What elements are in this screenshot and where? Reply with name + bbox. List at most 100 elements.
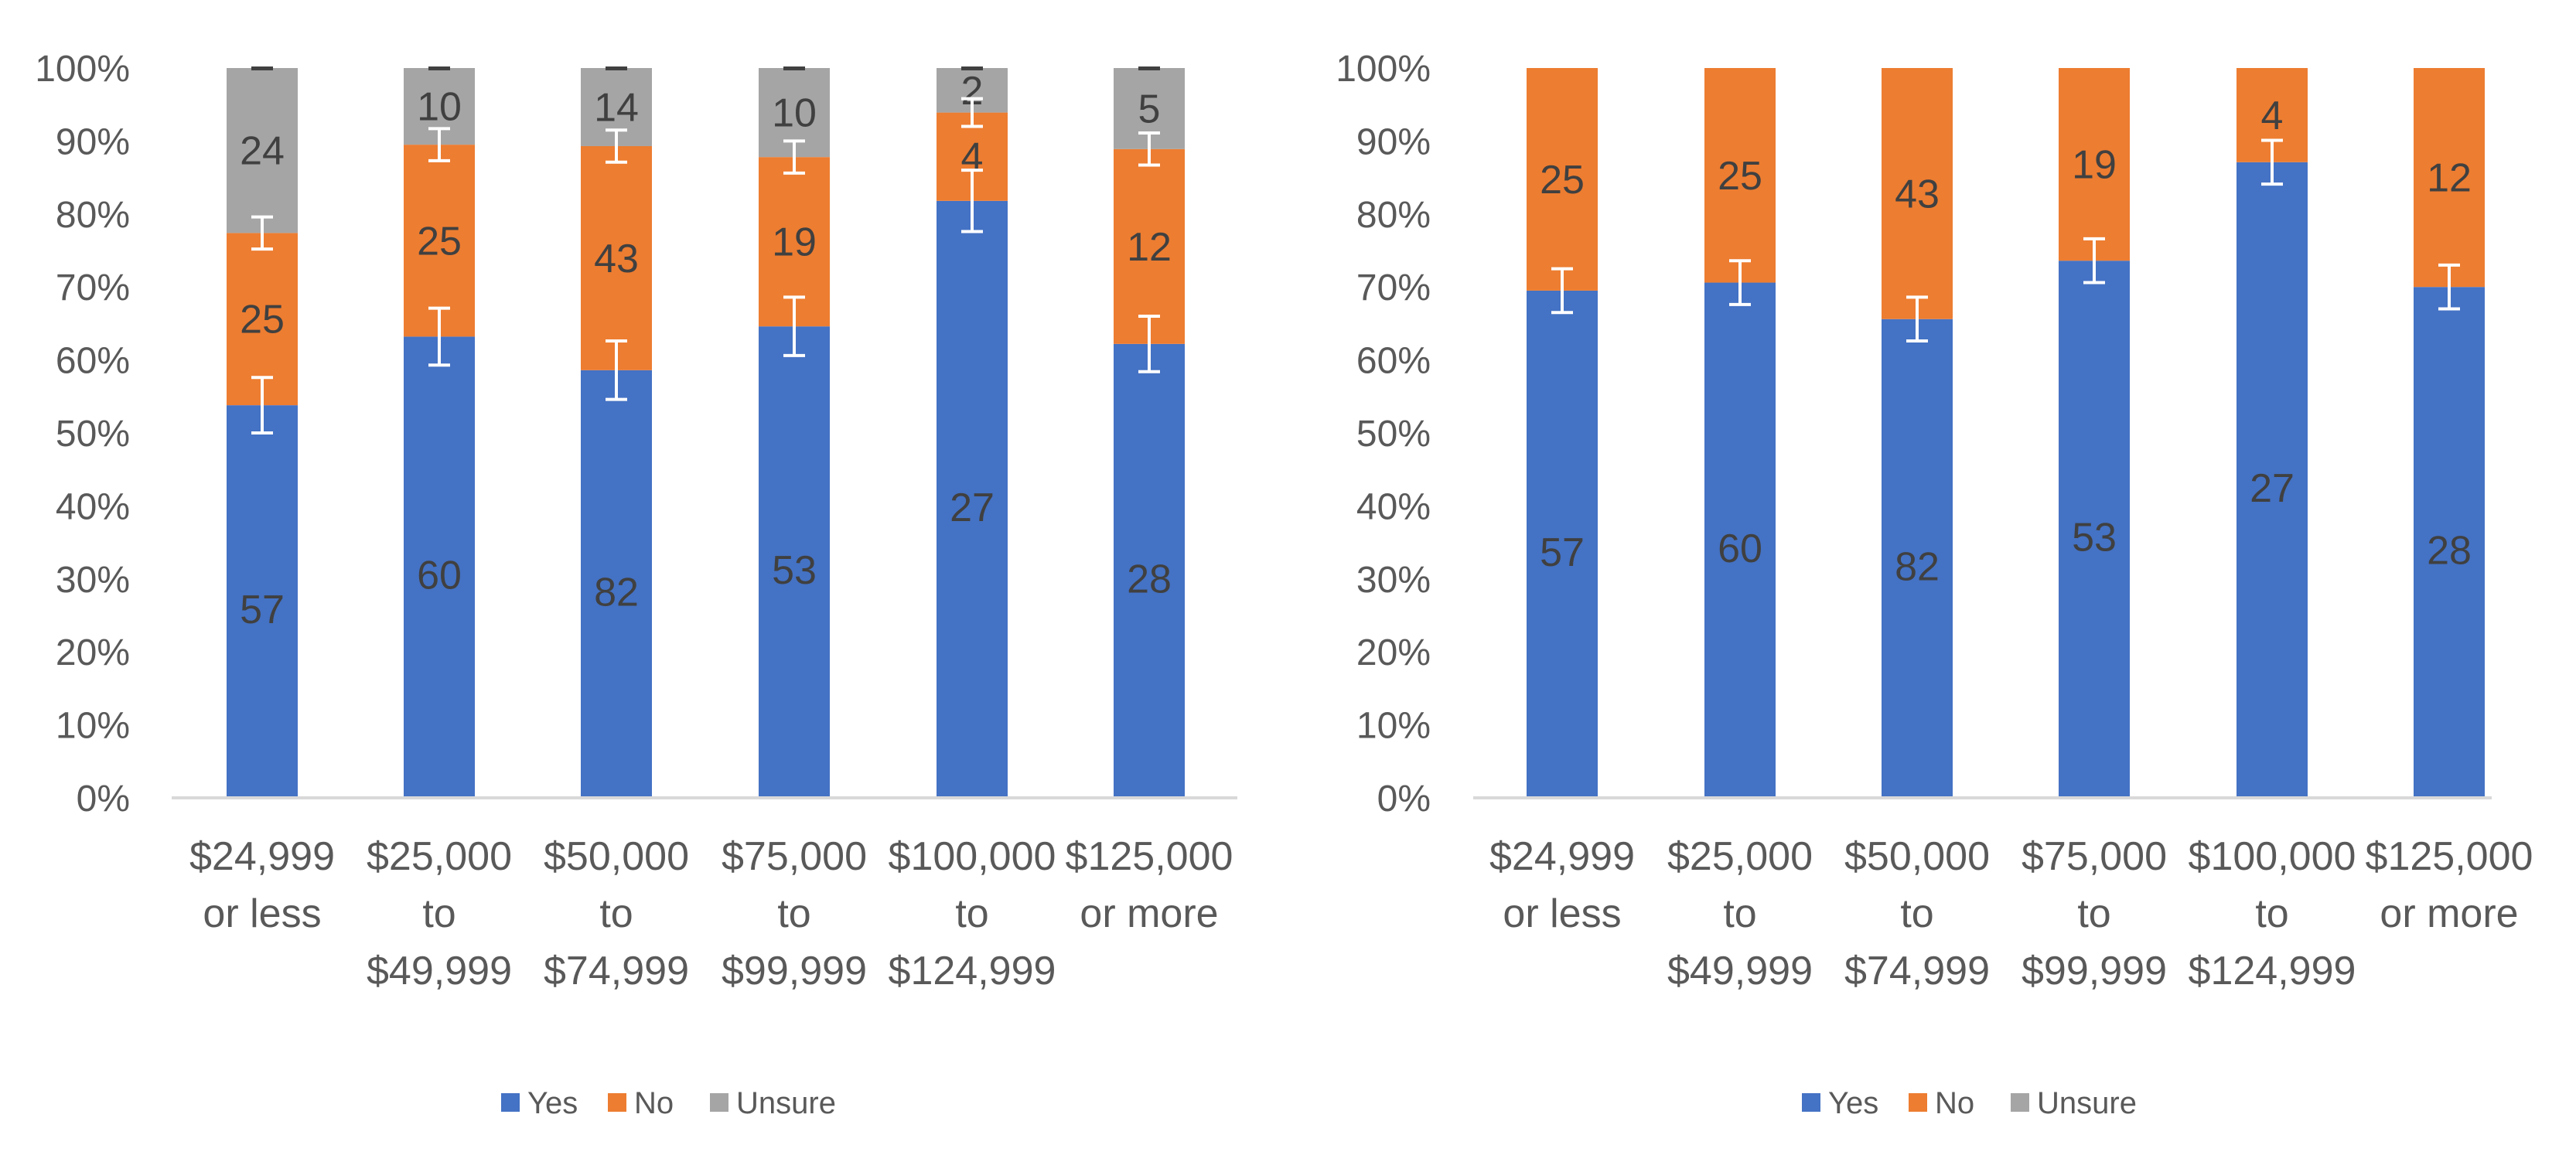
- data-label-yes: 57: [240, 588, 285, 632]
- bar-no: [2414, 68, 2485, 288]
- category-label: $75,000: [722, 834, 867, 879]
- y-tick-label: 50%: [1356, 414, 1431, 455]
- category-label: $99,999: [2022, 949, 2167, 993]
- legend-label-no: No: [634, 1086, 674, 1120]
- data-label-unsure: 5: [1138, 87, 1161, 131]
- category-label: $125,000: [1066, 834, 1233, 879]
- bar-yes: [227, 405, 298, 798]
- bar-yes: [404, 336, 475, 799]
- category-label: $49,999: [1667, 949, 1813, 993]
- category-label: $99,999: [722, 949, 867, 993]
- y-tick-label: 10%: [56, 706, 130, 747]
- data-label-no: 25: [240, 298, 285, 342]
- data-label-unsure: 10: [417, 85, 462, 130]
- y-tick-label: 40%: [1356, 486, 1431, 527]
- category-label: to: [777, 891, 810, 936]
- y-tick-label: 60%: [56, 341, 130, 382]
- category-label: $100,000: [2189, 834, 2356, 879]
- legend-swatch-no: [608, 1093, 626, 1112]
- legend-swatch-no: [1909, 1093, 1927, 1112]
- bar-yes: [1882, 319, 1953, 799]
- bar-no: [1114, 148, 1185, 344]
- y-tick-label: 20%: [1356, 632, 1431, 673]
- data-label-yes: 27: [950, 486, 995, 530]
- category-label: $100,000: [889, 834, 1056, 879]
- category-label: to: [955, 891, 988, 936]
- data-label-no: 19: [2072, 143, 2117, 188]
- category-label: or less: [1503, 891, 1621, 936]
- legend-swatch-unsure: [710, 1093, 728, 1112]
- y-tick-label: 0%: [1377, 779, 1431, 820]
- bar-yes: [1527, 290, 1598, 798]
- category-label: or more: [2380, 891, 2518, 936]
- data-label-unsure: 14: [594, 86, 639, 131]
- category-label: to: [1723, 891, 1756, 936]
- legend-swatch-unsure: [2011, 1093, 2029, 1112]
- y-tick-label: 100%: [35, 49, 130, 90]
- category-label: or more: [1080, 891, 1218, 936]
- y-tick-label: 80%: [56, 195, 130, 236]
- data-label-no: 4: [2261, 94, 2284, 138]
- data-label-no: 12: [1127, 225, 1172, 270]
- legend-label-yes: Yes: [1828, 1086, 1878, 1120]
- bar-yes: [1704, 282, 1776, 798]
- bar-yes: [1114, 343, 1185, 798]
- y-tick-label: 30%: [1356, 560, 1431, 601]
- data-label-yes: 60: [1718, 526, 1762, 571]
- category-label: $25,000: [367, 834, 512, 879]
- data-label-no: 43: [594, 237, 639, 281]
- bar-yes: [937, 200, 1008, 799]
- legend-swatch-yes: [1802, 1093, 1820, 1112]
- bar-no: [1704, 68, 1776, 283]
- bar-yes: [581, 370, 652, 798]
- y-tick-label: 100%: [1336, 49, 1431, 90]
- bar-no: [2059, 68, 2130, 261]
- legend-label-unsure: Unsure: [736, 1086, 836, 1120]
- category-label: $74,999: [1844, 949, 1990, 993]
- y-tick-label: 30%: [56, 560, 130, 601]
- category-label: to: [1900, 891, 1933, 936]
- category-label: $125,000: [2366, 834, 2533, 879]
- y-tick-label: 50%: [56, 414, 130, 455]
- bar-no: [581, 146, 652, 370]
- category-label: $24,999: [1489, 834, 1635, 879]
- data-label-yes: 53: [2072, 516, 2117, 561]
- data-label-yes: 57: [1540, 530, 1585, 575]
- bar-unsure: [227, 68, 298, 233]
- bar-no: [1882, 68, 1953, 319]
- y-tick-label: 60%: [1356, 341, 1431, 382]
- data-label-unsure: 10: [772, 91, 817, 136]
- bar-no: [1527, 68, 1598, 291]
- y-tick-label: 70%: [56, 267, 130, 308]
- category-label: to: [2255, 891, 2288, 936]
- category-label: $50,000: [1844, 834, 1990, 879]
- chart-panel-1: 0% 10% 20% 30% 40% 50% 60% 70% 80% 90% 100% 57 25 24 $…: [35, 49, 1237, 1120]
- category-label: $24,999: [189, 834, 335, 879]
- category-label: to: [2077, 891, 2110, 936]
- data-label-yes: 60: [417, 554, 462, 598]
- data-label-yes: 82: [1895, 544, 1940, 589]
- bar-yes: [2237, 162, 2308, 798]
- y-tick-label: 20%: [56, 632, 130, 673]
- y-tick-label: 70%: [1356, 267, 1431, 308]
- data-label-no: 25: [1718, 154, 1762, 199]
- legend-label-unsure: Unsure: [2037, 1086, 2137, 1120]
- category-label: $50,000: [544, 834, 689, 879]
- data-label-yes: 53: [772, 548, 817, 593]
- y-tick-label: 80%: [1356, 195, 1431, 236]
- y-tick-label: 40%: [56, 486, 130, 527]
- category-label: or less: [203, 891, 321, 936]
- category-label: to: [599, 891, 633, 936]
- category-label: $74,999: [544, 949, 689, 993]
- data-label-yes: 27: [2250, 466, 2295, 511]
- y-tick-label: 90%: [1356, 121, 1431, 162]
- category-label: $124,999: [2189, 949, 2356, 993]
- category-label: $25,000: [1667, 834, 1813, 879]
- category-label: to: [422, 891, 455, 936]
- data-label-yes: 82: [594, 570, 639, 615]
- legend-label-no: No: [1935, 1086, 1974, 1120]
- bar-no: [404, 145, 475, 337]
- bar-yes: [2059, 261, 2130, 798]
- category-label: $49,999: [367, 949, 512, 993]
